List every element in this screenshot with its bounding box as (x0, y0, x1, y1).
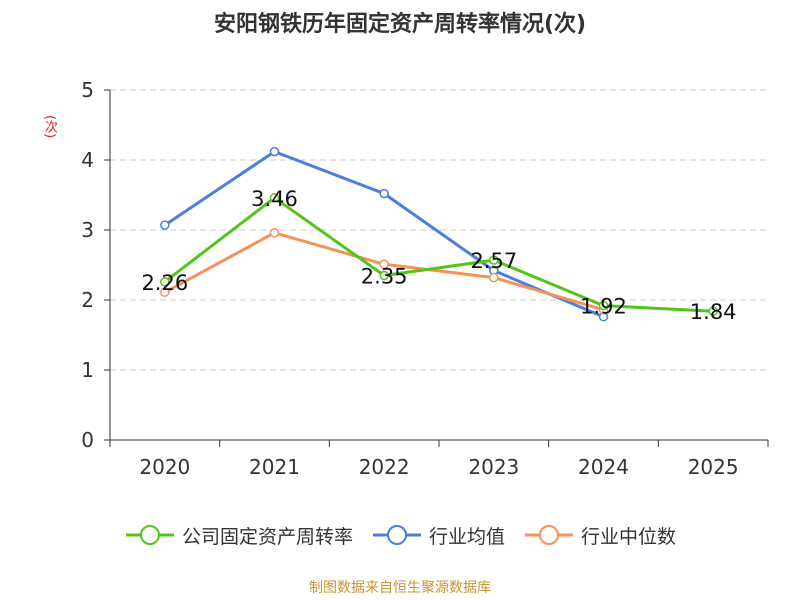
legend-label: 行业中位数 (581, 525, 677, 548)
data-label: 2.26 (141, 271, 188, 295)
y-tick-label: 1 (81, 358, 94, 382)
x-tick-label: 2021 (249, 455, 300, 479)
data-point-2 (160, 287, 170, 298)
data-point-2 (269, 228, 280, 238)
legend-swatch (525, 525, 573, 545)
legend-swatch (125, 525, 174, 545)
data-point-0 (489, 255, 499, 265)
data-point-0 (269, 193, 280, 203)
chart-legend: 公司固定资产周转率 行业均值 行业中位数 (0, 518, 800, 552)
x-tick-label: 2024 (578, 455, 629, 479)
data-label: 3.46 (251, 187, 298, 211)
data-point-0 (379, 270, 389, 281)
x-tick-label: 2022 (359, 455, 410, 479)
data-point-0 (160, 277, 170, 287)
y-tick-label: 3 (81, 218, 94, 242)
legend-swatch (372, 525, 421, 545)
data-point-0 (598, 300, 609, 311)
data-point-0 (708, 306, 718, 316)
legend-item-0[interactable]: 公司固定资产周转率 (124, 522, 353, 549)
legend-item-1[interactable]: 行业均值 (371, 522, 505, 549)
legend-swatch-marker (139, 525, 160, 545)
data-label: 1.92 (580, 295, 627, 319)
y-tick-label: 2 (81, 288, 94, 312)
x-tick-label: 2023 (468, 455, 519, 479)
legend-item-2[interactable]: 行业中位数 (523, 522, 676, 549)
y-tick-label: 5 (81, 78, 94, 102)
legend-label: 行业均值 (428, 525, 505, 548)
chart-title: 安阳钢铁历年固定资产周转率情况(次) (213, 12, 587, 37)
data-point-2 (489, 272, 499, 283)
y-tick-label: 0 (81, 428, 94, 452)
y-tick-label: 4 (81, 148, 94, 172)
series-line-0 (163, 196, 714, 313)
x-tick-label: 2020 (139, 455, 190, 479)
data-point-1 (379, 188, 389, 199)
legend-swatch-marker (539, 525, 559, 545)
legend-swatch-marker (386, 525, 407, 545)
data-point-1 (269, 146, 280, 157)
data-source-note: 制图数据来自恒生聚源数据库 (309, 580, 491, 596)
data-label: 2.35 (361, 265, 408, 289)
data-label: 2.57 (470, 249, 517, 273)
data-point-1 (160, 220, 170, 230)
data-label: 1.84 (690, 300, 737, 324)
legend-label: 公司固定资产周转率 (181, 525, 353, 548)
x-tick-label: 2025 (688, 455, 739, 479)
y-axis-unit-label: (次) (42, 115, 57, 139)
data-point-2 (379, 259, 389, 270)
